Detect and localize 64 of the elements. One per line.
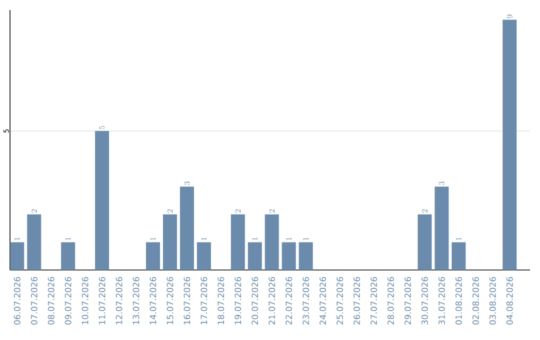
x-tick-label: 22.07.2026 (286, 277, 292, 325)
bar (10, 242, 24, 270)
data-label: 2 (422, 209, 428, 213)
x-tick-label: 16.07.2026 (184, 277, 190, 324)
bar (180, 186, 194, 270)
x-tick-label: 06.07.2026 (14, 277, 20, 325)
x-tick-label: 13.07.2026 (132, 277, 140, 324)
bar (502, 20, 517, 270)
bar (162, 214, 177, 270)
bar (95, 130, 110, 270)
x-tick-label: 02.08.2026 (472, 277, 479, 325)
x-tick-label: 27.07.2026 (370, 277, 377, 325)
x-tick-label: 11.07.2026 (98, 277, 106, 324)
data-label: 1 (65, 237, 71, 240)
data-label: 1 (303, 237, 308, 240)
data-label: 9 (506, 14, 512, 18)
bar (282, 242, 296, 270)
data-label: 1 (286, 237, 292, 240)
x-tick-label: 12.07.2026 (116, 277, 122, 324)
bar (452, 242, 466, 270)
x-tick-label: 07.07.2026 (30, 277, 38, 325)
x-tick-label: 30.07.2026 (422, 277, 428, 324)
data-label: 1 (14, 237, 20, 240)
x-tick-label: 26.07.2026 (354, 277, 360, 325)
data-label: 1 (201, 237, 207, 240)
data-label: 2 (31, 209, 37, 213)
x-tick-label: 09.07.2026 (64, 277, 72, 325)
x-tick-label: 03.08.2026 (489, 277, 496, 325)
x-tick-label: 25.07.2026 (336, 277, 344, 325)
x-tick-label: 31.07.2026 (438, 277, 445, 324)
x-tick-label: 20.07.2026 (252, 277, 258, 325)
x-tick-label: 19.07.2026 (234, 277, 242, 324)
bar (248, 242, 262, 270)
x-tick-label: 24.07.2026 (320, 277, 326, 325)
data-label: 5 (99, 126, 105, 130)
bar (146, 242, 160, 270)
data-label: 1 (456, 237, 462, 240)
data-label: 2 (269, 209, 274, 213)
x-tick-label: 29.07.2026 (404, 277, 411, 325)
x-tick-label: 14.07.2026 (150, 277, 156, 324)
bar (27, 214, 42, 270)
data-label: 1 (150, 237, 156, 240)
data-label: 3 (438, 181, 444, 186)
bar (196, 242, 211, 270)
x-tick-label: 04.08.2026 (506, 277, 513, 325)
x-tick-label: 10.07.2026 (82, 277, 88, 324)
x-tick-label: 15.07.2026 (166, 277, 174, 324)
data-label: 2 (167, 209, 173, 213)
x-tick-label: 18.07.2026 (218, 277, 224, 324)
bar (264, 214, 279, 270)
bar (434, 186, 449, 270)
data-label: 3 (184, 181, 190, 186)
bar (418, 214, 432, 270)
x-tick-label: 23.07.2026 (302, 277, 310, 325)
bar (298, 242, 313, 270)
x-tick-label: 17.07.2026 (200, 277, 208, 324)
bar (230, 214, 245, 270)
data-label: 1 (252, 237, 258, 240)
data-label: 2 (235, 209, 240, 213)
x-tick-label: 28.07.2026 (388, 277, 394, 325)
x-tick-label: 08.07.2026 (48, 277, 54, 325)
bar (61, 242, 76, 270)
x-tick-label: 21.07.2026 (268, 277, 276, 325)
x-tick-label: 01.08.2026 (455, 277, 462, 325)
